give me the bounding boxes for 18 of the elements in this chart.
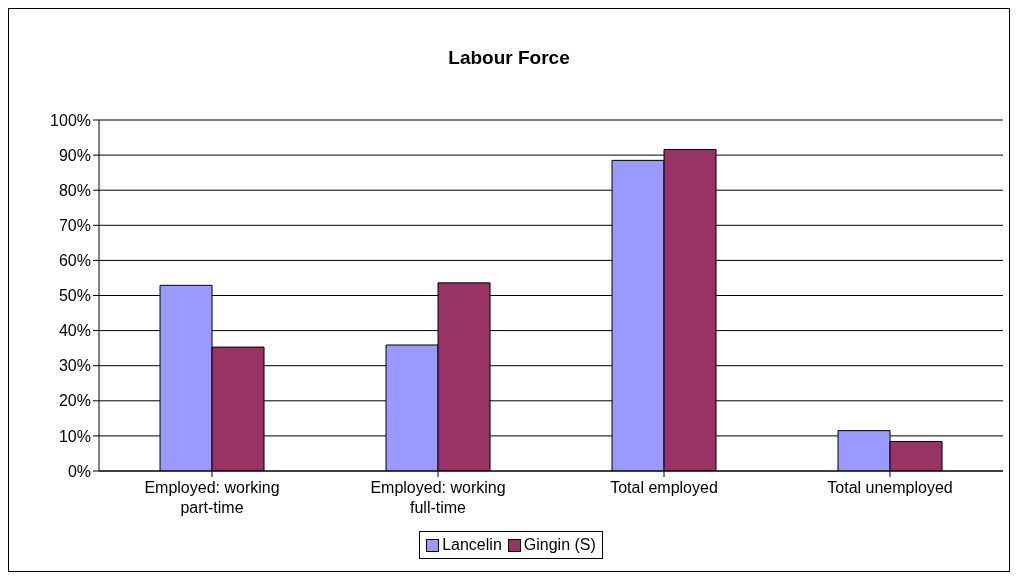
y-tick-label: 100%	[50, 111, 91, 129]
y-tick-label: 20%	[58, 392, 91, 410]
y-tick-label: 50%	[58, 287, 91, 305]
y-tick-label: 70%	[58, 216, 91, 234]
y-tick-label: 0%	[67, 462, 91, 480]
legend-label: Gingin (S)	[523, 536, 596, 554]
x-tick-label: Total unemployed	[827, 479, 953, 496]
chart-title: Labour Force	[447, 47, 571, 69]
y-tick-label: 10%	[58, 427, 91, 445]
x-tick-label: Total employed	[610, 479, 718, 496]
y-tick-label: 90%	[58, 146, 91, 164]
y-tick-label: 30%	[58, 357, 91, 375]
x-tick-label: Employed: working part-time	[144, 479, 280, 516]
y-tick-label: 80%	[58, 181, 91, 199]
y-tick-label: 60%	[58, 252, 91, 270]
x-tick-label: Employed: working full-time	[370, 479, 506, 516]
y-tick-label: 40%	[58, 322, 91, 340]
legend-label: Lancelin	[442, 536, 502, 554]
